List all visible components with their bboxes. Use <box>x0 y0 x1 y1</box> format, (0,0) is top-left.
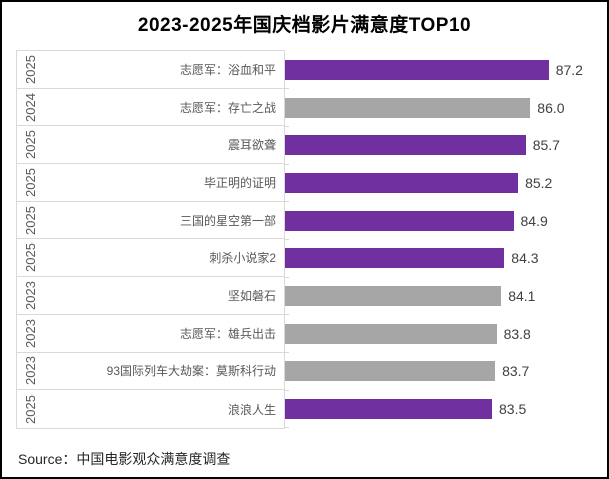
bar-row: 83.8 <box>285 315 607 353</box>
year-label: 2025 <box>22 130 38 160</box>
satisfaction-bar <box>285 97 531 118</box>
year-label: 2025 <box>22 167 38 197</box>
movie-title-label: 志愿军：雄兵出击 <box>179 326 276 341</box>
year-label: 2025 <box>22 205 38 235</box>
category-row: 2023 93国际列车大劫案：莫斯科行动 <box>17 353 284 391</box>
category-row: 2025 刺杀小说家2 <box>17 239 284 278</box>
bar-row: 85.7 <box>285 126 607 165</box>
year-label: 2024 <box>22 92 38 122</box>
category-row: 2023 坚如磐石 <box>17 277 284 315</box>
bar-row: 86.0 <box>285 89 607 127</box>
movie-title-label: 93国际列车大劫案：莫斯科行动 <box>106 364 276 379</box>
movie-title-label: 志愿军：浴血和平 <box>179 62 276 77</box>
category-labels: 2025 志愿军：浴血和平 2024 志愿军：存亡之战 2025 震耳欲聋 2025 毕正明的… <box>16 50 285 429</box>
category-row: 2023 志愿军：雄兵出击 <box>17 315 284 353</box>
category-row: 2025 三国的星空第一部 <box>17 202 284 240</box>
category-row: 2025 浪浪人生 <box>17 390 284 428</box>
satisfaction-bar <box>285 59 549 80</box>
movie-title-label: 震耳欲聋 <box>227 138 276 153</box>
source-note: Source：中国电影观众满意度调查 <box>18 451 231 467</box>
movie-title-label: 三国的星空第一部 <box>179 213 276 228</box>
satisfaction-bar <box>285 323 497 344</box>
value-label: 85.2 <box>525 174 553 191</box>
movie-title-label: 毕正明的证明 <box>203 175 276 190</box>
value-label: 83.5 <box>499 401 527 418</box>
satisfaction-bar <box>285 285 502 306</box>
movie-title-label: 刺杀小说家2 <box>209 251 276 266</box>
chart-title: 2023-2025年国庆档影片满意度TOP10 <box>137 15 472 36</box>
satisfaction-bar <box>285 210 514 231</box>
category-row: 2025 震耳欲聋 <box>17 126 284 165</box>
bar-row: 83.5 <box>285 390 607 429</box>
satisfaction-bar <box>285 135 526 156</box>
category-row: 2025 志愿军：浴血和平 <box>17 51 284 89</box>
bars-area: 87.2 86.0 85.7 85.2 84.9 84.3 84.1 83.8 83.7 83.5 <box>285 51 607 429</box>
bar-row: 87.2 <box>285 51 607 89</box>
year-label: 2025 <box>22 394 38 424</box>
movie-title-label: 浪浪人生 <box>227 402 276 417</box>
bar-row: 84.9 <box>285 202 607 240</box>
value-label: 84.3 <box>511 250 539 267</box>
value-label: 85.7 <box>532 137 560 154</box>
movie-title-label: 志愿军：存亡之战 <box>179 100 276 115</box>
category-row: 2024 志愿军：存亡之战 <box>17 89 284 127</box>
category-row: 2025 毕正明的证明 <box>17 164 284 202</box>
year-label: 2025 <box>22 54 38 84</box>
satisfaction-bar <box>285 248 505 269</box>
movie-title-label: 坚如磐石 <box>227 288 276 303</box>
value-label: 83.8 <box>503 325 531 342</box>
year-label: 2023 <box>22 281 38 310</box>
satisfaction-bar <box>285 172 519 193</box>
value-label: 84.1 <box>508 287 536 304</box>
satisfaction-bar <box>285 399 492 420</box>
value-label: 84.9 <box>520 212 548 229</box>
value-label: 87.2 <box>555 61 583 78</box>
value-label: 83.7 <box>502 363 530 380</box>
bar-row: 84.1 <box>285 277 607 315</box>
year-label: 2025 <box>22 243 38 273</box>
value-label: 86.0 <box>537 99 565 116</box>
bar-row: 84.3 <box>285 239 607 278</box>
year-label: 2023 <box>22 356 38 386</box>
satisfaction-bar <box>285 361 496 382</box>
year-label: 2023 <box>22 318 38 348</box>
bar-row: 83.7 <box>285 353 607 391</box>
bar-row: 85.2 <box>285 164 607 202</box>
